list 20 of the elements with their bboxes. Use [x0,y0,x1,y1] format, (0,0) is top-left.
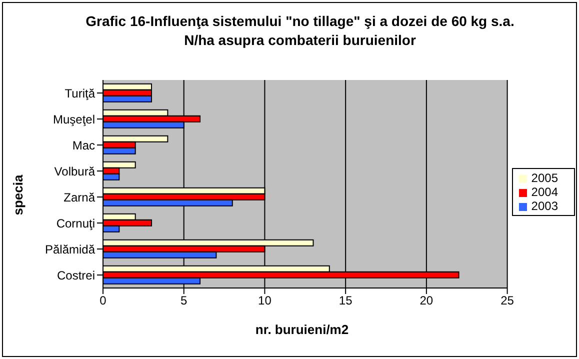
x-tick-label: 0 [100,294,107,308]
x-tick-label: 10 [258,294,272,308]
y-axis-title: specia [10,174,26,216]
x-tick-label: 20 [420,294,434,308]
x-tick-label: 5 [180,294,188,308]
legend-label: 2003 [531,199,558,213]
y-tick-label: Volbură [54,164,96,178]
y-tick-label: Turiţă [64,86,96,100]
y-tick-label: Muşeţel [52,112,95,126]
y-tick-label: Pălămidă [44,242,96,256]
x-axis-title: nr. buruieni/m2 [255,322,349,337]
y-tick-label: Costrei [56,268,95,282]
y-tick-label: Cornuţi [56,216,95,230]
y-tick-label: Mac [72,138,95,152]
chart-title: Grafic 16-Influenţa sistemului "no tillage" şi a dozei de 60 kg s.a. N/ha asupra combaterii buruienilor [84,12,516,50]
legend-label: 2004 [531,185,558,199]
legend-label: 2005 [531,171,558,185]
x-tick-label: 25 [500,294,514,308]
y-tick-label: Zarnă [64,190,96,204]
x-tick-label: 15 [338,294,353,308]
